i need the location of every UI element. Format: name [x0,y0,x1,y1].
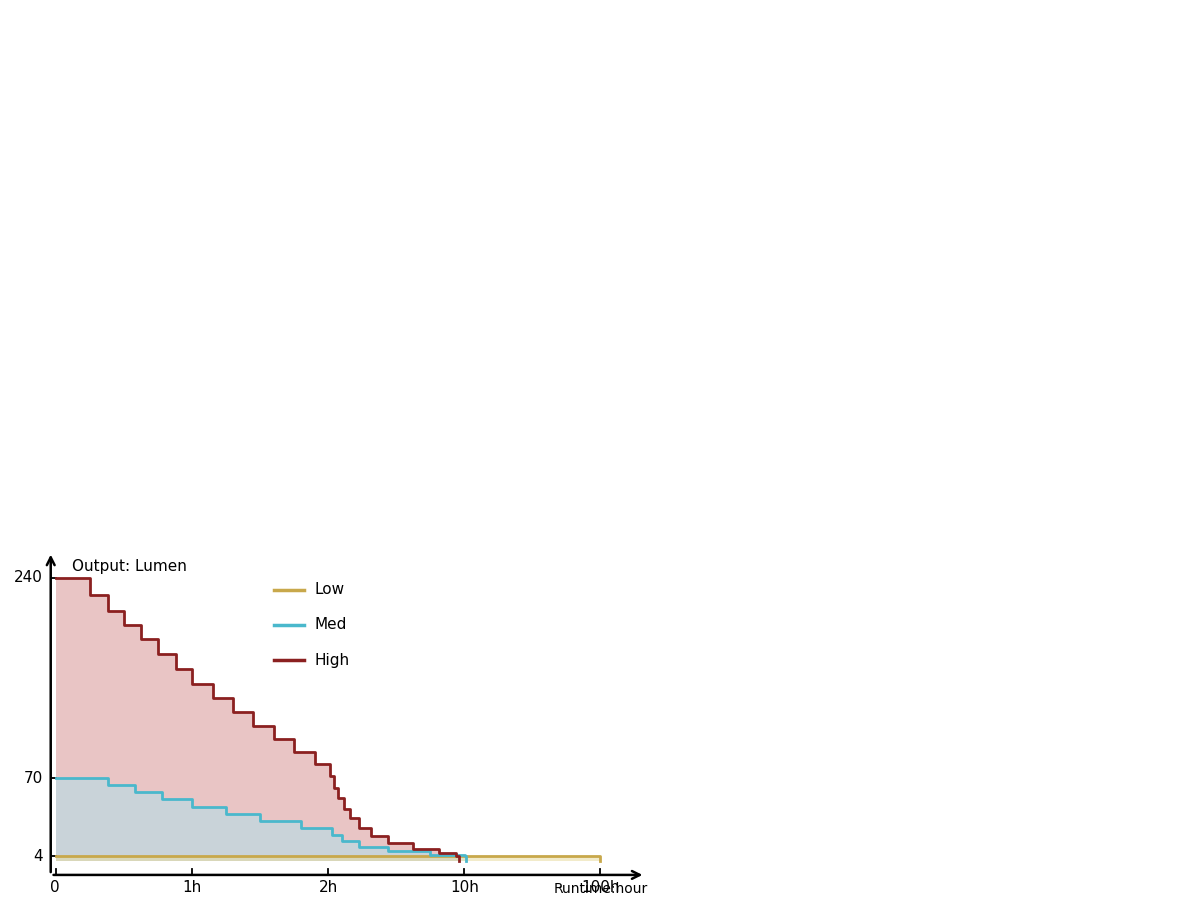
Text: Output: Lumen: Output: Lumen [72,559,187,574]
Text: 4: 4 [32,849,42,864]
Text: Med: Med [314,617,347,633]
Text: 1h: 1h [182,879,202,895]
Text: 0: 0 [50,879,60,895]
Text: Low: Low [314,582,344,597]
Text: 10h: 10h [450,879,479,895]
Text: 240: 240 [13,571,42,585]
Text: Runtime:hour: Runtime:hour [553,882,648,896]
Text: 100h: 100h [581,879,619,895]
Text: High: High [314,652,349,668]
Text: 70: 70 [23,770,42,786]
Text: 2h: 2h [319,879,338,895]
